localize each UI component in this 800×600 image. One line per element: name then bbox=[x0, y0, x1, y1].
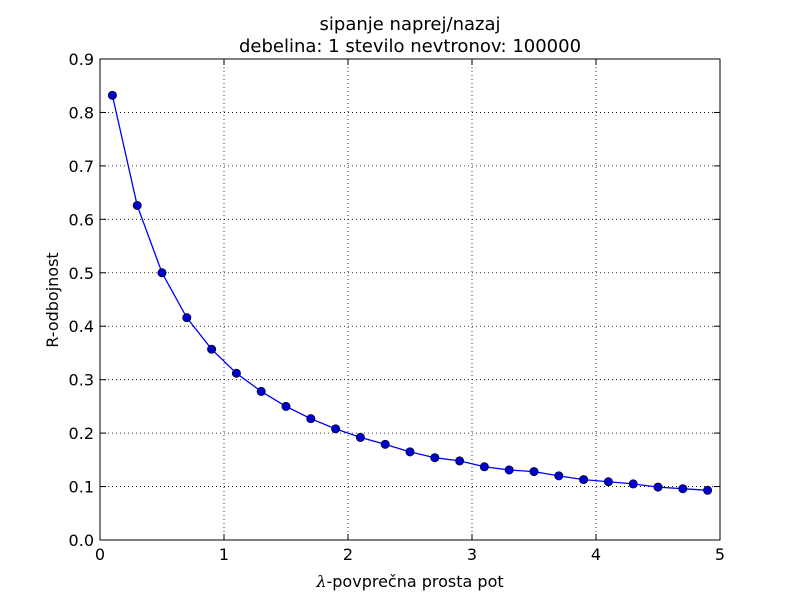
data-point bbox=[355, 432, 365, 442]
x-axis-label: λ-povprečna prosta pot bbox=[315, 572, 503, 591]
data-point bbox=[529, 467, 539, 477]
data-point bbox=[455, 456, 465, 466]
chart-title-line-1: sipanje naprej/nazaj bbox=[320, 14, 501, 35]
data-point bbox=[132, 200, 142, 210]
y-tick-label: 0.2 bbox=[69, 424, 94, 443]
y-tick-label: 0.6 bbox=[69, 210, 94, 229]
data-point bbox=[231, 368, 241, 378]
axis-ticks: 0 1 2 3 4 5 0.0 0.1 0.2 0.3 0.4 0.5 0.6 0.7 0.8 0.9 bbox=[69, 50, 726, 564]
data-point bbox=[380, 439, 390, 449]
y-tick-label: 0.1 bbox=[69, 478, 94, 497]
chart-title-line-2: debelina: 1 stevilo nevtronov: 100000 bbox=[239, 36, 581, 57]
y-tick-label: 0.4 bbox=[69, 317, 94, 336]
plot-frame bbox=[99, 58, 721, 541]
y-tick-label: 0.5 bbox=[69, 264, 94, 283]
data-point bbox=[256, 386, 266, 396]
series-group bbox=[107, 90, 713, 495]
x-tick-label: 3 bbox=[467, 545, 477, 564]
data-point bbox=[703, 485, 713, 495]
x-tick-label: 5 bbox=[715, 545, 725, 564]
x-tick-label: 4 bbox=[591, 545, 601, 564]
data-point bbox=[603, 477, 613, 487]
data-point bbox=[207, 344, 217, 354]
y-axis-label: R-odbojnost bbox=[43, 252, 62, 347]
data-point bbox=[504, 465, 514, 475]
data-point bbox=[430, 453, 440, 463]
data-point bbox=[579, 475, 589, 485]
y-tick-label: 0.0 bbox=[69, 531, 94, 550]
x-axis-label-text: -povprečna prosta pot bbox=[327, 572, 504, 591]
data-point bbox=[107, 90, 117, 100]
data-point bbox=[281, 401, 291, 411]
data-point bbox=[628, 479, 638, 489]
data-point bbox=[331, 424, 341, 434]
x-tick-label: 2 bbox=[343, 545, 353, 564]
data-point bbox=[554, 471, 564, 481]
data-point bbox=[405, 447, 415, 457]
data-point bbox=[678, 484, 688, 494]
y-tick-label: 0.3 bbox=[69, 371, 94, 390]
y-tick-label: 0.9 bbox=[69, 50, 94, 69]
data-point bbox=[182, 313, 192, 323]
x-axis-label-symbol: λ bbox=[315, 572, 326, 591]
y-tick-label: 0.7 bbox=[69, 157, 94, 176]
data-point bbox=[306, 414, 316, 424]
data-point bbox=[653, 482, 663, 492]
y-tick-label: 0.8 bbox=[69, 103, 94, 122]
data-point bbox=[157, 268, 167, 278]
data-point bbox=[479, 462, 489, 472]
grid bbox=[100, 59, 720, 540]
x-tick-label: 0 bbox=[95, 545, 105, 564]
x-tick-label: 1 bbox=[219, 545, 229, 564]
